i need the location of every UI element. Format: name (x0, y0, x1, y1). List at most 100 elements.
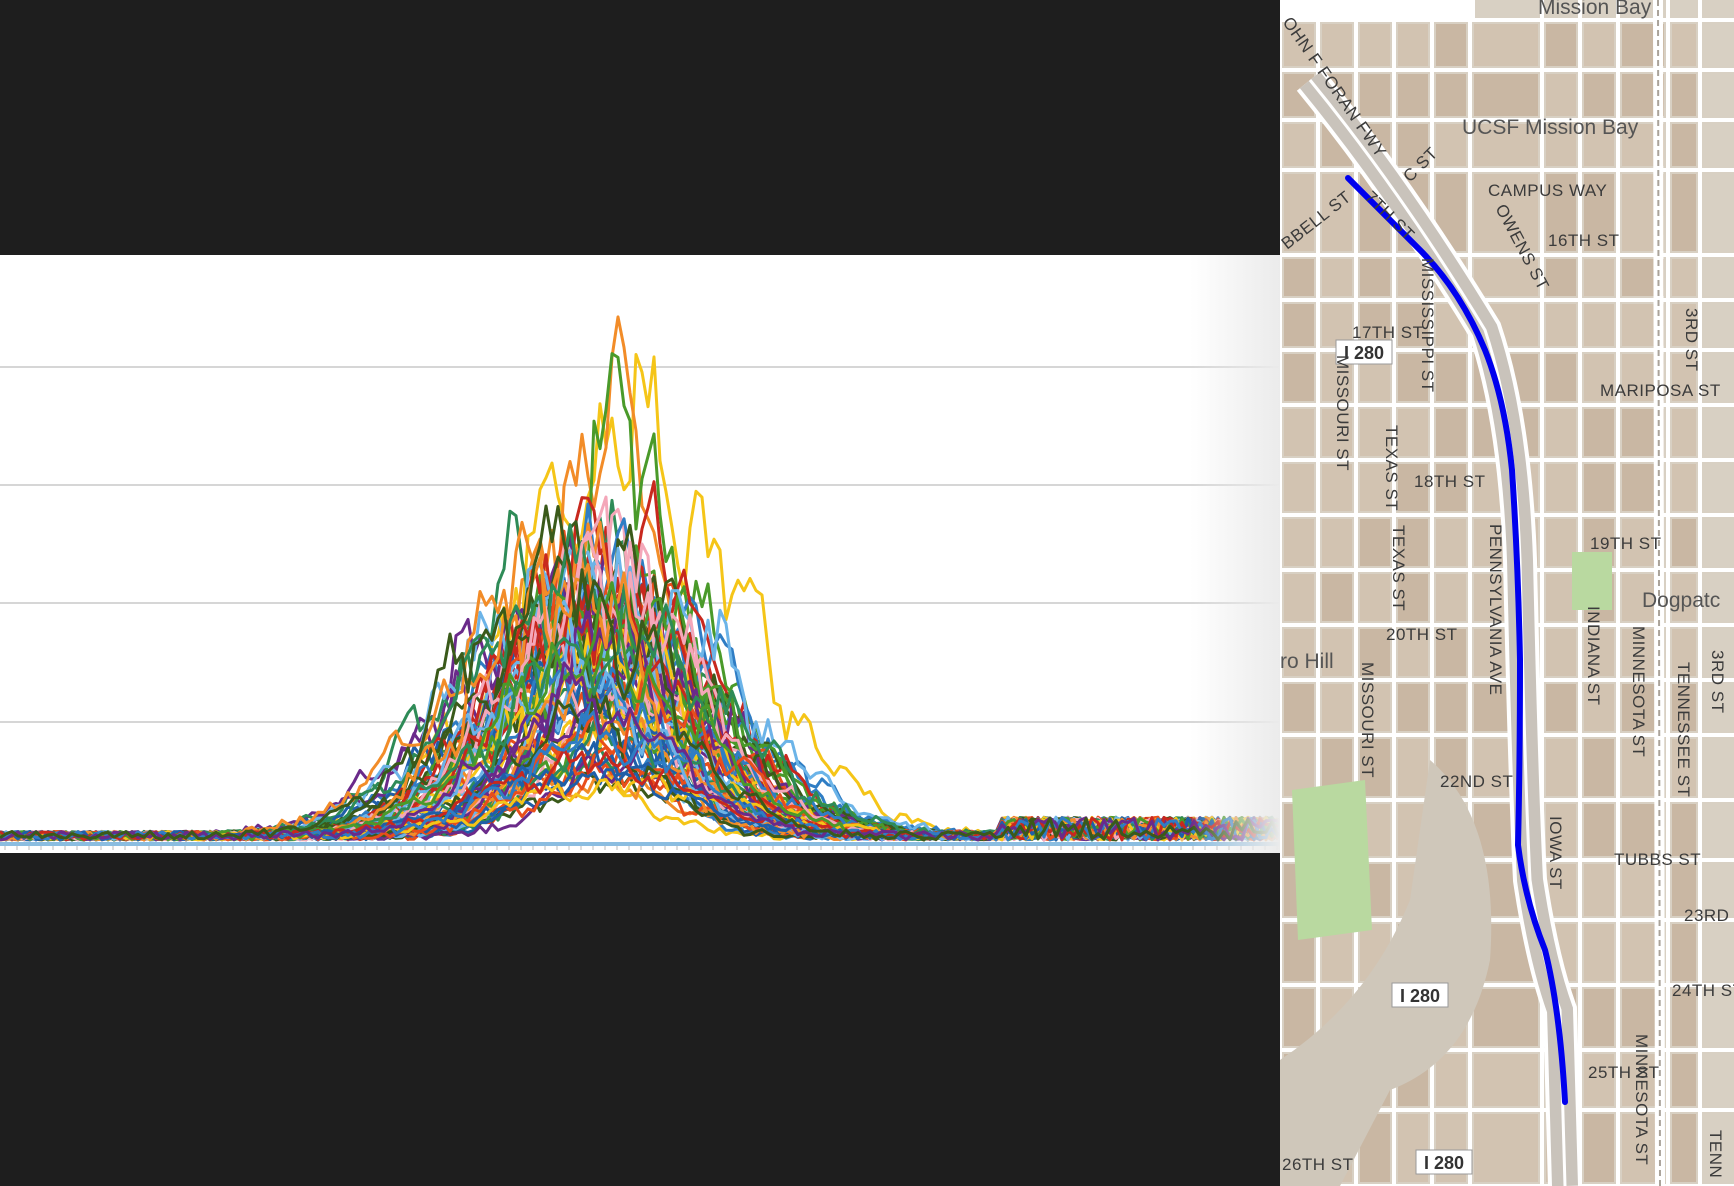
map-block (1672, 464, 1696, 511)
map-block (1436, 354, 1466, 401)
map-block (1284, 629, 1314, 676)
map-block (1398, 684, 1428, 731)
map-block (1584, 409, 1614, 456)
map-block (1546, 74, 1576, 116)
map-block (1436, 24, 1466, 66)
place-label-dogpatch: Dogpatc (1642, 589, 1720, 612)
map-block (1584, 989, 1614, 1046)
map-block (1546, 574, 1576, 621)
map-block (1672, 924, 1696, 981)
map-block (1546, 519, 1576, 566)
street-label: PENNSYLVANIA AVE (1486, 524, 1505, 695)
map-block (1584, 124, 1614, 166)
map-block (1284, 574, 1314, 621)
map-block (1584, 1054, 1614, 1106)
map-block (1322, 684, 1352, 731)
map-block (1360, 74, 1390, 116)
map-block (1322, 24, 1352, 66)
map-block (1398, 354, 1428, 401)
map-block (1474, 24, 1538, 66)
place-label-mission-bay: Mission Bay (1538, 0, 1652, 19)
street-label: 17TH ST (1352, 323, 1424, 342)
map-block (1672, 1114, 1696, 1182)
map-block (1672, 409, 1696, 456)
map-block (1360, 464, 1390, 511)
map-block (1474, 259, 1538, 296)
street-label: TEXAS ST (1389, 525, 1408, 611)
map-block (1474, 74, 1538, 116)
map-block (1672, 354, 1696, 401)
map-block (1672, 804, 1696, 856)
map-block (1546, 174, 1576, 251)
street-label: 24TH ST (1672, 981, 1734, 1000)
map-block (1322, 259, 1352, 296)
map-block (1360, 409, 1390, 456)
map-block (1546, 739, 1576, 796)
map-block (1284, 989, 1314, 1046)
map-block (1546, 354, 1576, 401)
map-block (1672, 864, 1696, 916)
freeway-divider (1308, 79, 1567, 1186)
map-block (1360, 24, 1390, 66)
line-chart-panel (0, 255, 1280, 853)
map-block (1474, 124, 1538, 166)
map-block (1436, 629, 1466, 676)
street-label: 20TH ST (1386, 625, 1458, 644)
map-block (1474, 1054, 1538, 1106)
street-label: 25TH ST (1588, 1063, 1660, 1082)
map-block (1584, 629, 1614, 676)
map-block (1284, 409, 1314, 456)
street-label: MINNESOTA ST (1629, 626, 1648, 757)
map-block (1436, 124, 1466, 166)
map-block (1398, 124, 1428, 166)
map-block (1546, 629, 1576, 676)
chart-series-line (0, 504, 1280, 842)
map-block (1398, 574, 1428, 621)
map-block (1436, 574, 1466, 621)
map-block (1322, 409, 1352, 456)
map-block (1322, 464, 1352, 511)
street-label: CAMPUS WAY (1488, 181, 1607, 200)
map-block (1546, 124, 1576, 166)
map-block (1474, 989, 1538, 1046)
map-block (1584, 924, 1614, 981)
map-block (1398, 739, 1428, 796)
map-block (1284, 464, 1314, 511)
i280-shield: I 280 (1335, 339, 1393, 365)
map-block (1584, 464, 1614, 511)
map-block (1284, 124, 1314, 166)
map-panel[interactable]: I 280 I 280 I 280 Mission Bay UCSF Missi… (1280, 0, 1734, 1186)
map-block (1284, 174, 1314, 251)
map-block (1398, 304, 1428, 346)
map-block (1584, 259, 1614, 296)
map-block (1322, 304, 1352, 346)
map-block (1398, 24, 1428, 66)
map-block (1584, 174, 1614, 251)
map-block (1584, 739, 1614, 796)
map-block (1322, 519, 1352, 566)
map-block (1584, 74, 1614, 116)
map-block (1672, 684, 1696, 731)
map-block (1672, 259, 1696, 296)
place-label-potrero-hill: ro Hill (1280, 650, 1334, 673)
map-block (1398, 409, 1428, 456)
map-block (1584, 24, 1614, 66)
street-map[interactable]: I 280 I 280 I 280 Mission Bay UCSF Missi… (1280, 0, 1734, 1186)
map-block (1436, 409, 1466, 456)
map-tile-gap (1280, 0, 1475, 18)
map-block (1360, 304, 1390, 346)
map-block (1584, 354, 1614, 401)
svg-text:I 280: I 280 (1424, 1153, 1464, 1173)
map-block (1360, 684, 1390, 731)
map-block (1398, 519, 1428, 566)
street-label: INDIANA ST (1584, 606, 1603, 705)
map-block (1672, 629, 1696, 676)
map-block (1672, 174, 1696, 251)
map-block (1360, 519, 1390, 566)
map-block (1546, 409, 1576, 456)
place-label-ucsf: UCSF Mission Bay (1462, 116, 1639, 139)
street-label: 22ND ST (1440, 772, 1513, 791)
map-block (1436, 464, 1466, 511)
map-block (1360, 629, 1390, 676)
chart-series-line (0, 661, 1278, 842)
